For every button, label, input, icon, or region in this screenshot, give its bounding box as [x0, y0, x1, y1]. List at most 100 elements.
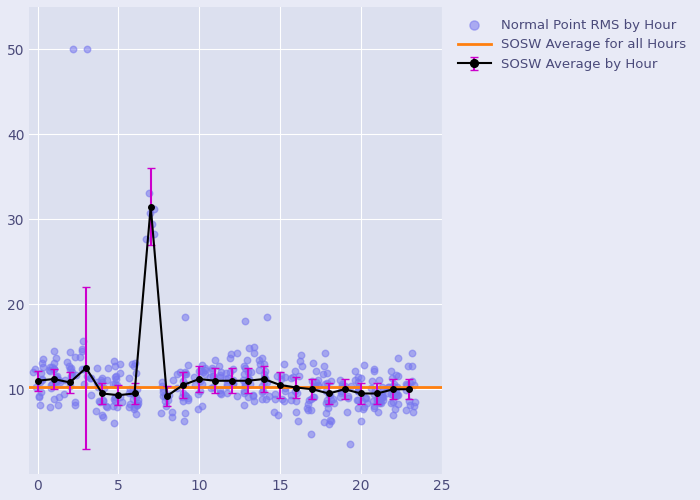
Normal Point RMS by Hour [101, 402, 112, 410]
Normal Point RMS by Hour [407, 362, 418, 370]
Normal Point RMS by Hour [406, 350, 417, 358]
Normal Point RMS by Hour [193, 368, 204, 376]
Normal Point RMS by Hour [123, 402, 134, 410]
Normal Point RMS by Hour [388, 398, 399, 406]
Normal Point RMS by Hour [128, 405, 139, 413]
Normal Point RMS by Hour [257, 394, 268, 402]
Normal Point RMS by Hour [164, 391, 175, 399]
Normal Point RMS by Hour [155, 408, 167, 416]
Normal Point RMS by Hour [206, 366, 218, 374]
Normal Point RMS by Hour [130, 410, 141, 418]
Normal Point RMS by Hour [93, 396, 104, 404]
Normal Point RMS by Hour [369, 390, 380, 398]
Normal Point RMS by Hour [263, 392, 274, 400]
Normal Point RMS by Hour [52, 375, 63, 383]
Normal Point RMS by Hour [326, 396, 337, 404]
Normal Point RMS by Hour [146, 220, 158, 228]
Normal Point RMS by Hour [127, 386, 139, 394]
Normal Point RMS by Hour [214, 372, 225, 380]
Normal Point RMS by Hour [349, 367, 360, 375]
Normal Point RMS by Hour [302, 400, 314, 408]
Normal Point RMS by Hour [371, 395, 382, 403]
Normal Point RMS by Hour [297, 362, 308, 370]
Normal Point RMS by Hour [377, 386, 388, 394]
Normal Point RMS by Hour [312, 381, 323, 389]
Normal Point RMS by Hour [197, 368, 209, 376]
Normal Point RMS by Hour [360, 394, 372, 402]
Normal Point RMS by Hour [280, 374, 291, 382]
Normal Point RMS by Hour [325, 392, 336, 400]
Normal Point RMS by Hour [148, 230, 160, 237]
Normal Point RMS by Hour [90, 407, 101, 415]
Normal Point RMS by Hour [116, 398, 127, 406]
Normal Point RMS by Hour [85, 374, 96, 382]
Normal Point RMS by Hour [288, 373, 299, 381]
SOSW Average for all Hours [34, 384, 42, 390]
Normal Point RMS by Hour [125, 384, 136, 392]
Normal Point RMS by Hour [377, 392, 388, 400]
Normal Point RMS by Hour [320, 388, 331, 396]
Normal Point RMS by Hour [242, 368, 253, 376]
Normal Point RMS by Hour [310, 378, 321, 386]
Normal Point RMS by Hour [244, 344, 255, 351]
Normal Point RMS by Hour [290, 368, 301, 376]
Normal Point RMS by Hour [130, 393, 141, 401]
Normal Point RMS by Hour [206, 364, 218, 372]
Normal Point RMS by Hour [199, 366, 211, 374]
Normal Point RMS by Hour [248, 391, 259, 399]
Normal Point RMS by Hour [109, 397, 120, 405]
Normal Point RMS by Hour [162, 396, 174, 404]
Normal Point RMS by Hour [61, 358, 72, 366]
Normal Point RMS by Hour [242, 392, 253, 400]
Normal Point RMS by Hour [109, 362, 120, 370]
Normal Point RMS by Hour [53, 376, 64, 384]
Normal Point RMS by Hour [78, 380, 90, 388]
Normal Point RMS by Hour [107, 402, 118, 409]
Normal Point RMS by Hour [36, 388, 47, 396]
Normal Point RMS by Hour [306, 394, 317, 402]
Normal Point RMS by Hour [242, 375, 253, 383]
Normal Point RMS by Hour [321, 398, 332, 406]
Normal Point RMS by Hour [53, 401, 64, 409]
Normal Point RMS by Hour [377, 396, 388, 404]
Normal Point RMS by Hour [228, 380, 239, 388]
Normal Point RMS by Hour [179, 380, 190, 388]
Normal Point RMS by Hour [278, 360, 289, 368]
Normal Point RMS by Hour [337, 380, 348, 388]
Normal Point RMS by Hour [160, 392, 171, 400]
Normal Point RMS by Hour [307, 377, 318, 385]
Normal Point RMS by Hour [303, 396, 314, 404]
Normal Point RMS by Hour [115, 369, 126, 377]
Normal Point RMS by Hour [353, 396, 364, 404]
Normal Point RMS by Hour [285, 396, 296, 404]
Normal Point RMS by Hour [259, 367, 270, 375]
Normal Point RMS by Hour [64, 382, 76, 390]
Normal Point RMS by Hour [248, 343, 260, 351]
Normal Point RMS by Hour [76, 346, 88, 354]
Normal Point RMS by Hour [327, 395, 338, 403]
Normal Point RMS by Hour [240, 380, 251, 388]
Normal Point RMS by Hour [48, 359, 60, 367]
Normal Point RMS by Hour [357, 405, 368, 413]
Normal Point RMS by Hour [222, 388, 233, 396]
Normal Point RMS by Hour [197, 380, 208, 388]
Normal Point RMS by Hour [361, 398, 372, 406]
Normal Point RMS by Hour [322, 400, 333, 407]
Normal Point RMS by Hour [368, 396, 379, 404]
Normal Point RMS by Hour [189, 373, 200, 381]
Normal Point RMS by Hour [48, 395, 60, 403]
Normal Point RMS by Hour [241, 356, 252, 364]
Normal Point RMS by Hour [46, 380, 57, 388]
Normal Point RMS by Hour [59, 376, 70, 384]
Normal Point RMS by Hour [110, 375, 121, 383]
Normal Point RMS by Hour [228, 376, 239, 384]
Normal Point RMS by Hour [49, 377, 60, 385]
Normal Point RMS by Hour [334, 393, 345, 401]
Normal Point RMS by Hour [221, 380, 232, 388]
Normal Point RMS by Hour [335, 389, 346, 397]
Normal Point RMS by Hour [50, 373, 62, 381]
Normal Point RMS by Hour [45, 368, 56, 376]
Normal Point RMS by Hour [290, 398, 301, 406]
Normal Point RMS by Hour [389, 380, 400, 388]
Normal Point RMS by Hour [290, 408, 302, 416]
